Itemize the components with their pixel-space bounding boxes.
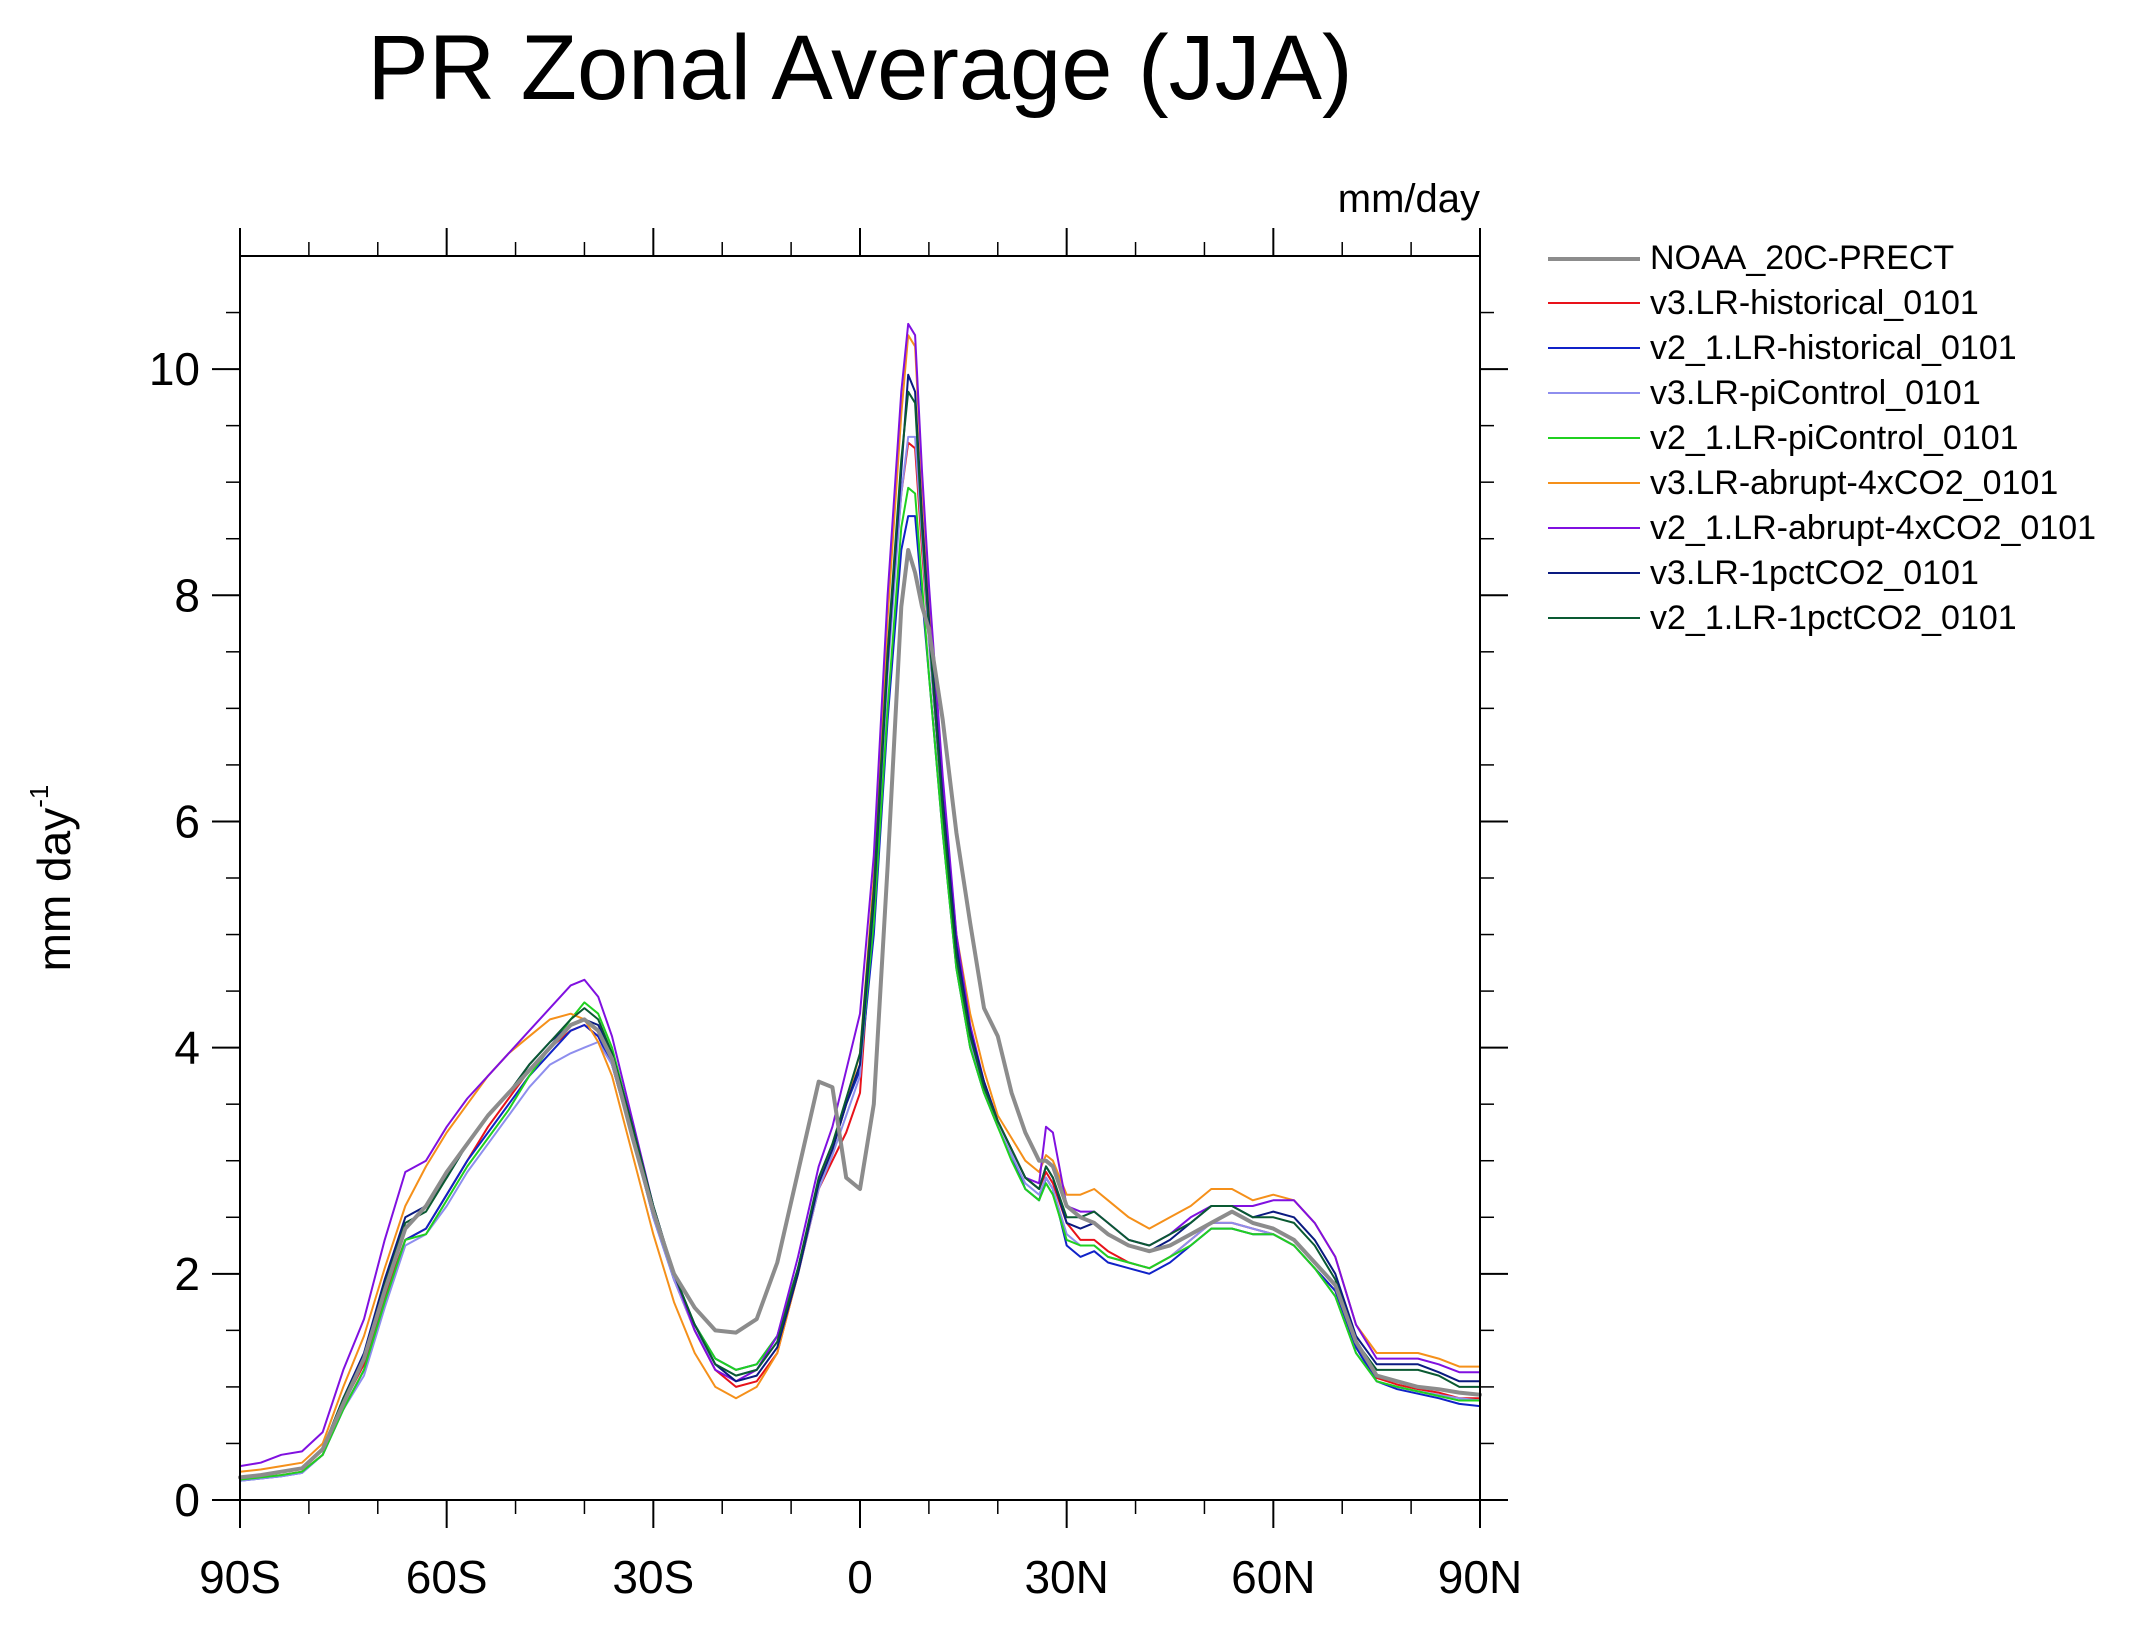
x-tick-label: 90N xyxy=(1438,1551,1522,1603)
x-tick-label: 60N xyxy=(1231,1551,1315,1603)
y-tick-label: 10 xyxy=(149,343,200,395)
legend-swatch xyxy=(1548,527,1640,529)
legend-swatch xyxy=(1548,257,1640,261)
legend-item-v2-1-lr-picontrol-0101: v2_1.LR-piControl_0101 xyxy=(1540,416,2130,460)
series-line-v2-1-lr-abrupt-4xco2-0101 xyxy=(239,322,1481,1468)
y-tick-label: 2 xyxy=(174,1248,200,1300)
series-line-noaa-20c-prect xyxy=(238,548,1482,1480)
legend-swatch xyxy=(1548,482,1640,484)
plot-frame xyxy=(239,255,1481,1501)
legend-item-v2-1-lr-abrupt-4xco2-0101: v2_1.LR-abrupt-4xCO2_0101 xyxy=(1540,506,2130,550)
legend-label: v3.LR-piControl_0101 xyxy=(1650,374,1981,412)
x-tick-label: 30N xyxy=(1024,1551,1108,1603)
tick-labels: 90S 60S 30S 0 30N 60N 90N 0 2 4 6 8 10 xyxy=(149,343,1522,1603)
minor-ticks xyxy=(226,242,1494,1514)
units-label: mm/day xyxy=(1338,177,1480,221)
y-axis-label: mm day-1 xyxy=(24,785,80,972)
legend-label: v2_1.LR-piControl_0101 xyxy=(1650,419,2019,457)
legend-label: v2_1.LR-historical_0101 xyxy=(1650,329,2017,367)
x-tick-label: 30S xyxy=(612,1551,694,1603)
series-line-v2-1-lr-picontrol-0101 xyxy=(239,486,1481,1481)
legend-swatch xyxy=(1548,572,1640,574)
chart-title: PR Zonal Average (JJA) xyxy=(367,17,1353,119)
legend-item-noaa-20c-prect: NOAA_20C-PRECT xyxy=(1540,236,2130,280)
y-tick-label: 0 xyxy=(174,1474,200,1526)
legend-item-v2-1-lr-historical-0101: v2_1.LR-historical_0101 xyxy=(1540,326,2130,370)
y-axis-label-superscript: -1 xyxy=(24,785,54,808)
legend-item-v3-lr-abrupt-4xco2-0101: v3.LR-abrupt-4xCO2_0101 xyxy=(1540,461,2130,505)
series-line-v3-lr-1pctco2-0101 xyxy=(239,373,1481,1479)
legend-swatch xyxy=(1548,347,1640,349)
legend-item-v3-lr-picontrol-0101: v3.LR-piControl_0101 xyxy=(1540,371,2130,415)
series-layer xyxy=(238,322,1482,1482)
legend-item-v3-lr-1pctco2-0101: v3.LR-1pctCO2_0101 xyxy=(1540,551,2130,595)
series-line-v2-1-lr-1pctco2-0101 xyxy=(239,390,1481,1479)
x-tick-label: 90S xyxy=(199,1551,281,1603)
y-tick-label: 6 xyxy=(174,795,200,847)
y-tick-label: 8 xyxy=(174,569,200,621)
series-line-v3-lr-picontrol-0101 xyxy=(239,435,1481,1482)
legend-swatch xyxy=(1548,302,1640,304)
y-axis-label-text: mm day xyxy=(28,808,80,972)
legend-swatch xyxy=(1548,392,1640,394)
series-line-v3-lr-historical-0101 xyxy=(239,441,1481,1481)
major-ticks xyxy=(212,228,1508,1528)
legend-label: v3.LR-historical_0101 xyxy=(1650,284,1979,322)
legend-label: v3.LR-abrupt-4xCO2_0101 xyxy=(1650,464,2059,502)
legend-label: v2_1.LR-abrupt-4xCO2_0101 xyxy=(1650,509,2097,547)
series-line-v2-1-lr-historical-0101 xyxy=(239,515,1481,1482)
series-line-v3-lr-abrupt-4xco2-0101 xyxy=(239,334,1481,1473)
legend-swatch xyxy=(1548,437,1640,439)
x-tick-label: 0 xyxy=(847,1551,873,1603)
legend-label: v2_1.LR-1pctCO2_0101 xyxy=(1650,599,2017,637)
legend-swatch xyxy=(1548,617,1640,619)
legend-item-v3-lr-historical-0101: v3.LR-historical_0101 xyxy=(1540,281,2130,325)
legend-label: NOAA_20C-PRECT xyxy=(1650,239,1955,277)
y-tick-label: 4 xyxy=(174,1022,200,1074)
legend-item-v2-1-lr-1pctco2-0101: v2_1.LR-1pctCO2_0101 xyxy=(1540,596,2130,640)
legend-label: v3.LR-1pctCO2_0101 xyxy=(1650,554,1979,592)
x-tick-label: 60S xyxy=(406,1551,488,1603)
